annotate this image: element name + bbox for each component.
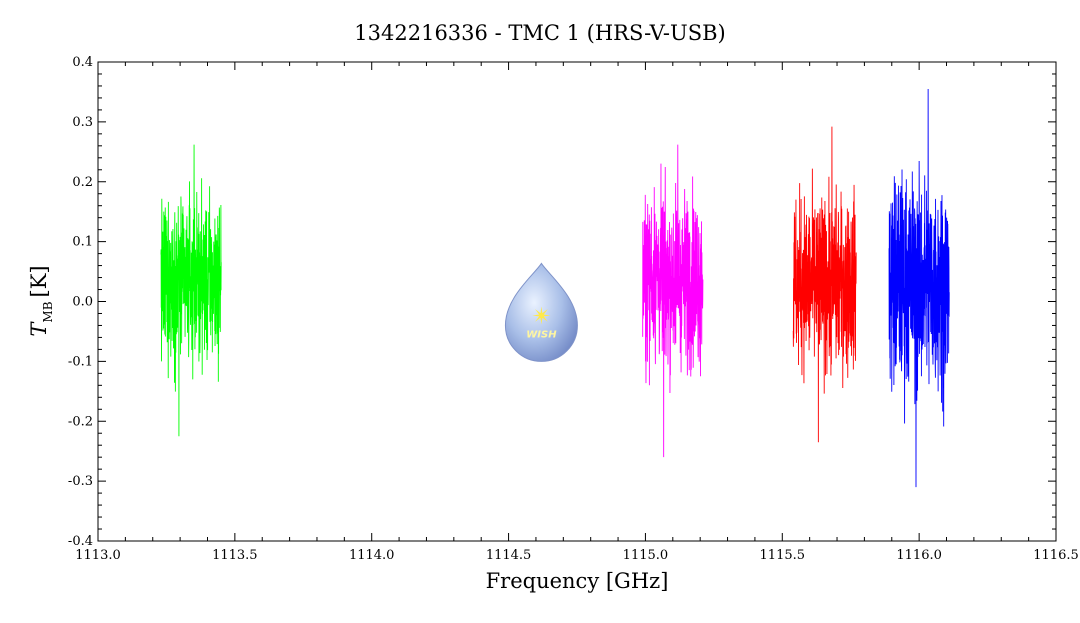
spectrum-series-4 xyxy=(888,88,950,488)
spectrum-series-1 xyxy=(160,144,222,437)
wish-logo-text: WISH xyxy=(526,329,557,340)
y-axis-label: TMB [K] xyxy=(27,265,55,336)
y-tick-label: 0.1 xyxy=(72,235,93,250)
spectrum-series-2 xyxy=(642,144,704,458)
y-tick-label: -0.4 xyxy=(68,534,93,549)
y-tick-label: 0.4 xyxy=(72,55,93,70)
y-tick-label: -0.2 xyxy=(68,414,93,429)
axis-ticks: 1113.0 1113.5 1114.0 1114.5 1115.0 1115.5 1116… xyxy=(68,55,1079,563)
svg-text:TMB[K]: TMB [K] xyxy=(27,265,55,336)
y-axis-label-main: T xyxy=(27,321,51,337)
series-layer xyxy=(160,88,950,488)
x-tick-label: 1114.5 xyxy=(486,548,532,563)
y-axis-label-unit: [K] xyxy=(27,265,51,297)
x-axis-label: Frequency [GHz] xyxy=(486,569,669,593)
spectrum-series-3 xyxy=(792,126,857,443)
x-tick-label: 1116.5 xyxy=(1033,548,1079,563)
x-tick-label: 1114.0 xyxy=(349,548,395,563)
chart-title: 1342216336 - TMC 1 (HRS-V-USB) xyxy=(354,21,725,45)
y-tick-label: 0.0 xyxy=(72,295,93,310)
y-tick-label: -0.3 xyxy=(68,474,93,489)
y-tick-label: 0.3 xyxy=(72,115,93,130)
x-tick-label: 1115.5 xyxy=(760,548,806,563)
x-tick-label: 1113.0 xyxy=(75,548,121,563)
x-tick-label: 1113.5 xyxy=(212,548,258,563)
y-tick-label: -0.1 xyxy=(68,354,93,369)
x-tick-label: 1115.0 xyxy=(623,548,669,563)
wish-logo: WISH xyxy=(504,262,578,362)
y-axis-label-sub: MB xyxy=(41,301,55,322)
y-tick-label: 0.2 xyxy=(72,175,93,190)
x-tick-label: 1116.0 xyxy=(896,548,942,563)
star-icon xyxy=(532,306,551,325)
